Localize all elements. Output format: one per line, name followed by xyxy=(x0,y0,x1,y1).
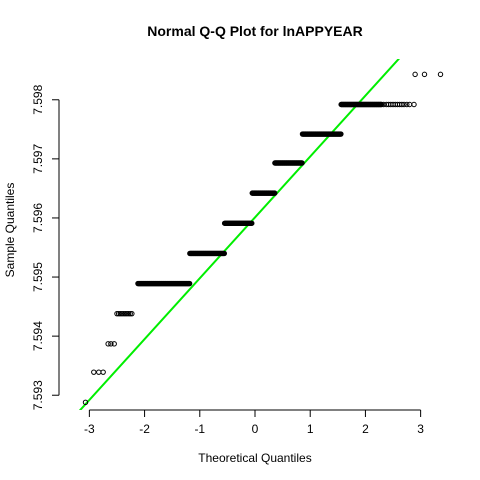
data-point xyxy=(67,431,71,435)
y-tick-label: 7.593 xyxy=(31,380,45,410)
x-tick-label: 1 xyxy=(307,422,314,436)
data-point xyxy=(122,310,128,317)
y-tick-label: 7.595 xyxy=(31,262,45,292)
data-point xyxy=(221,250,228,257)
x-tick-label: 0 xyxy=(252,422,259,436)
x-tick-label: -1 xyxy=(194,422,205,436)
chart-title: Normal Q-Q Plot for lnAPPYEAR xyxy=(147,23,362,39)
data-point xyxy=(437,71,444,78)
y-tick-label: 7.598 xyxy=(31,84,45,114)
data-point xyxy=(299,160,305,166)
data-point xyxy=(406,101,413,108)
data-point xyxy=(82,399,89,406)
y-axis-label: Sample Quantiles xyxy=(3,183,17,278)
data-point xyxy=(114,310,120,317)
x-tick-label: -3 xyxy=(84,422,95,436)
data-point xyxy=(91,369,97,375)
data-point xyxy=(249,220,255,226)
data-point xyxy=(100,369,106,375)
data-point xyxy=(117,310,123,317)
data-point xyxy=(401,101,407,108)
data-point xyxy=(421,71,428,78)
data-point xyxy=(115,310,122,317)
data-point xyxy=(105,341,111,347)
data-points xyxy=(67,71,444,435)
data-point xyxy=(124,310,130,317)
data-point xyxy=(125,310,132,317)
data-point xyxy=(119,310,125,317)
data-point xyxy=(404,101,410,108)
data-point xyxy=(411,101,417,108)
data-point xyxy=(399,101,405,108)
x-axis: -3 -2 -1 0 1 2 3 xyxy=(84,409,424,436)
y-tick-label: 7.597 xyxy=(31,144,45,174)
data-point xyxy=(120,310,127,317)
data-point xyxy=(111,341,117,347)
data-point xyxy=(127,310,133,317)
reference-line xyxy=(78,59,401,410)
x-tick-label: 2 xyxy=(362,422,369,436)
y-axis: 7.593 7.594 7.595 7.596 7.597 7.598 xyxy=(31,84,60,410)
data-point xyxy=(129,310,135,317)
y-tick-label: 7.596 xyxy=(31,203,45,233)
data-point xyxy=(108,341,114,347)
x-tick-label: 3 xyxy=(417,422,424,436)
data-point xyxy=(186,280,193,287)
data-point xyxy=(96,369,102,375)
x-tick-label: -2 xyxy=(139,422,150,436)
data-point xyxy=(380,101,387,108)
y-tick-label: 7.594 xyxy=(31,321,45,351)
data-point xyxy=(338,131,344,137)
data-point xyxy=(412,71,418,78)
x-axis-label: Theoretical Quantiles xyxy=(198,451,311,465)
data-point xyxy=(272,190,278,196)
